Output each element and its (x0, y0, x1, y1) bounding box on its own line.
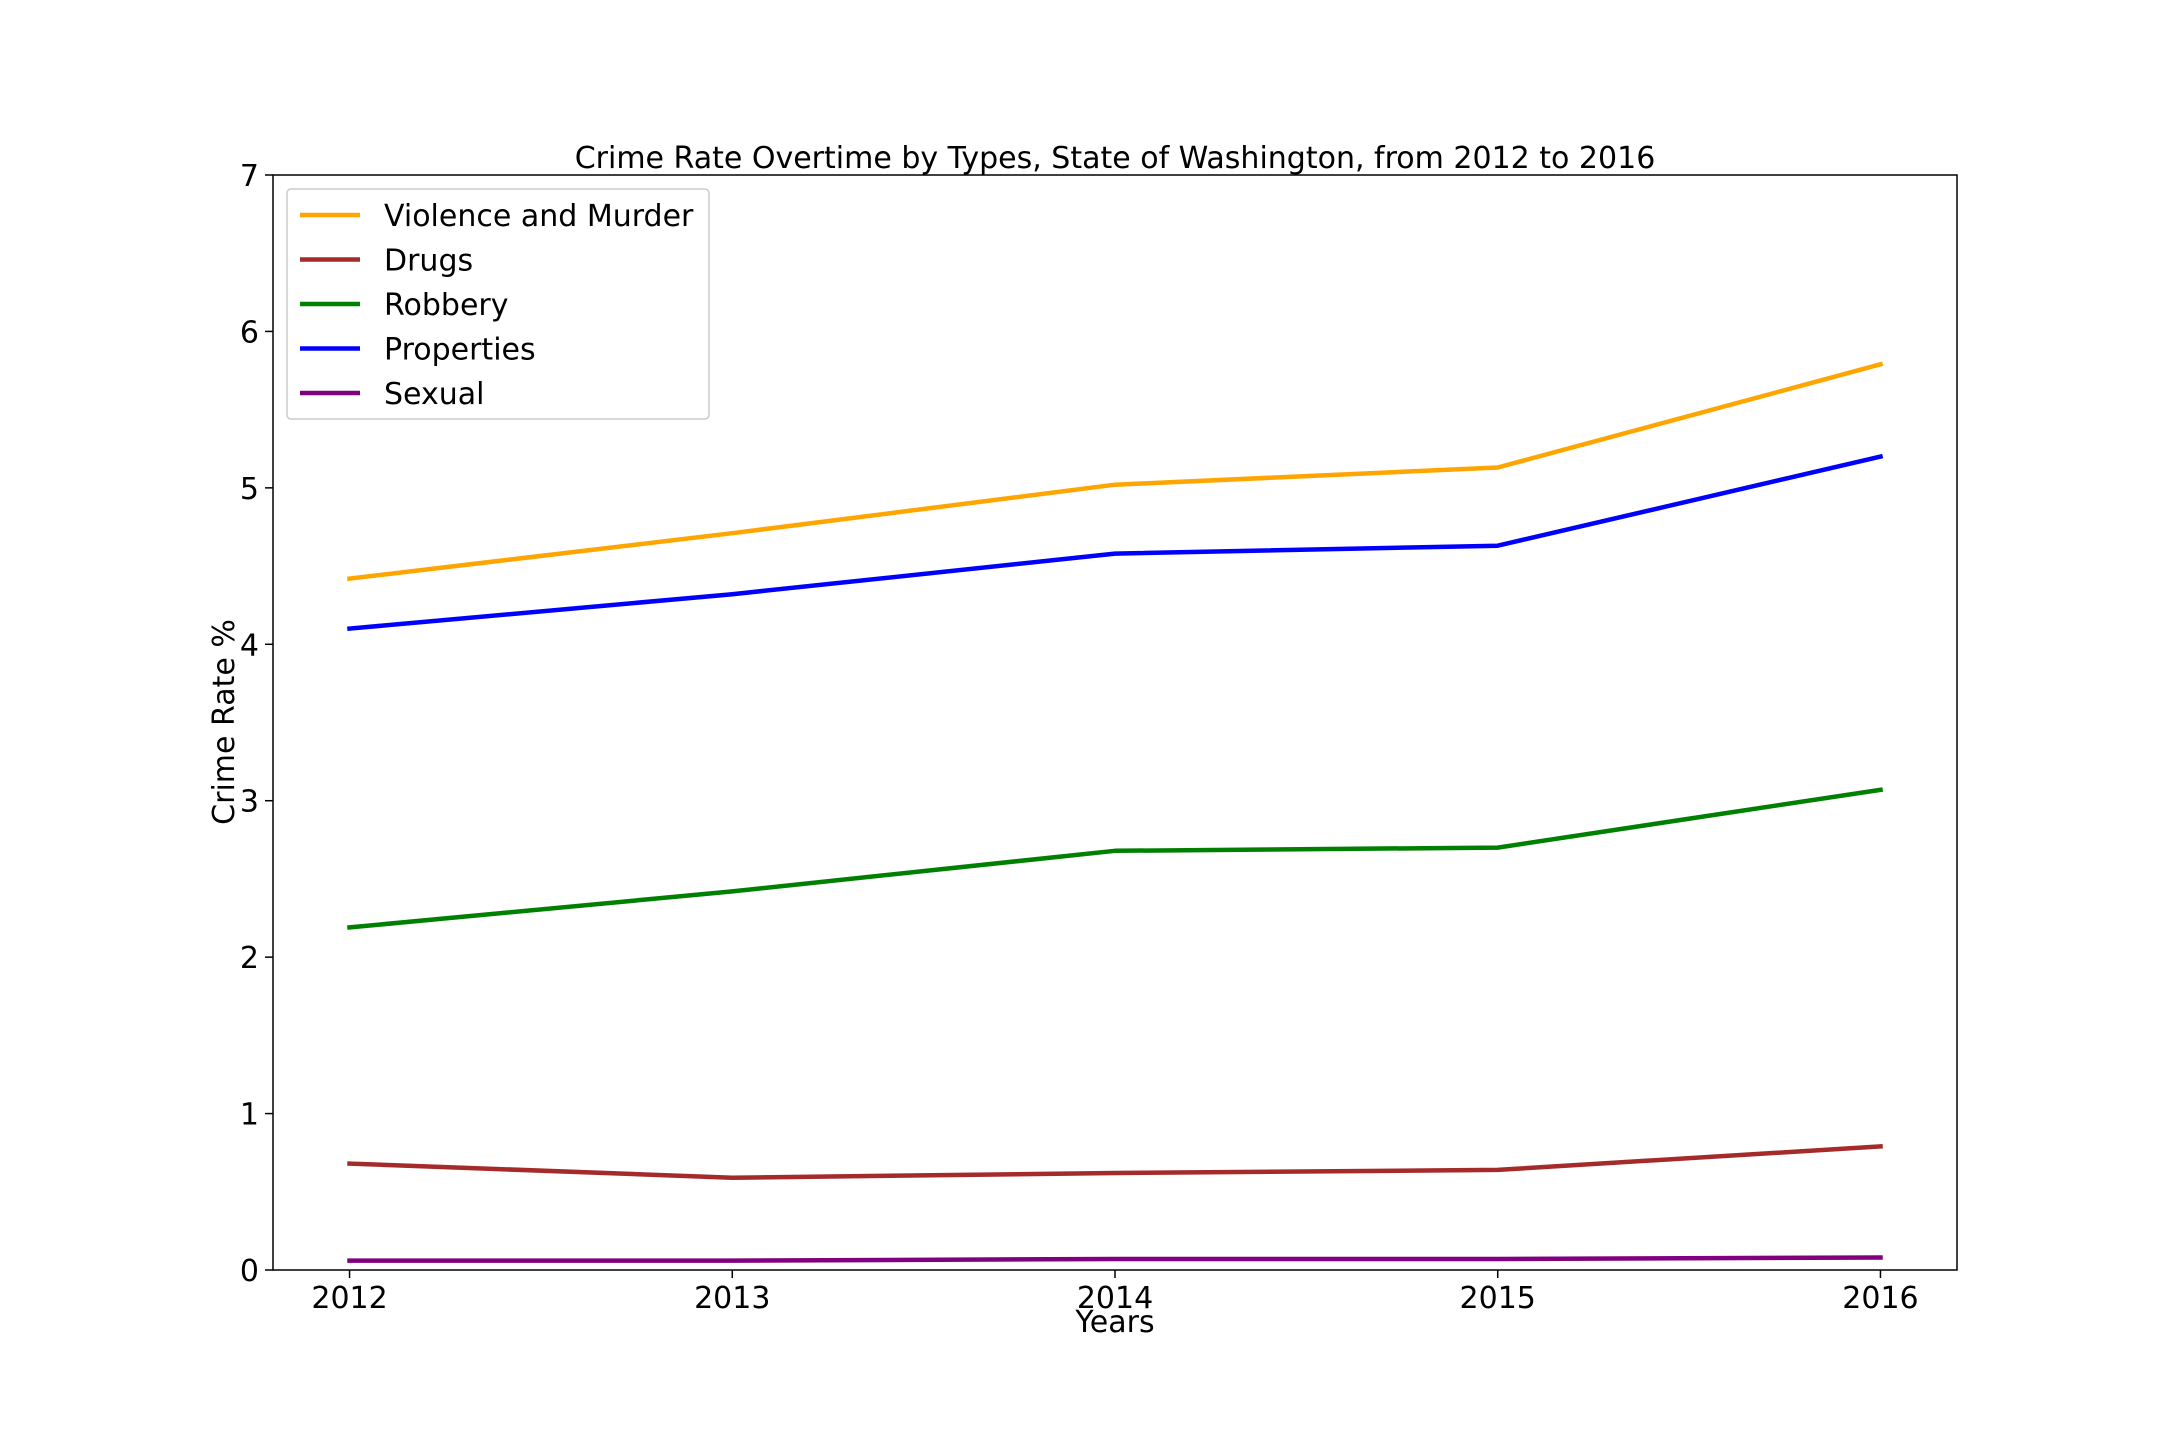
x-tick-label: 2013 (694, 1281, 770, 1316)
y-axis: 0 1 2 3 4 5 6 7 (240, 159, 273, 1289)
legend-label-0: Violence and Murder (384, 199, 694, 234)
series-line-0 (347, 361, 1884, 582)
y-tick-label: 3 (240, 785, 259, 820)
legend-label-1: Drugs (384, 244, 473, 279)
legend-frame (286, 188, 710, 420)
y-tick-label: 4 (240, 628, 259, 663)
chart-title: Crime Rate Overtime by Types, State of W… (575, 141, 1656, 176)
x-axis-title: Years (1074, 1305, 1154, 1340)
series-line-2 (347, 787, 1884, 930)
x-tick-label: 2016 (1842, 1281, 1918, 1316)
y-axis-title: Crime Rate % (207, 619, 242, 825)
y-tick-label: 6 (240, 315, 259, 350)
y-tick-label: 2 (240, 941, 259, 976)
y-tick-label: 1 (240, 1098, 259, 1133)
legend-label-3: Properties (384, 333, 536, 368)
series-layer (347, 361, 1884, 1263)
series-line-4 (347, 1255, 1883, 1263)
x-tick-label: 2015 (1460, 1281, 1536, 1316)
legend: Violence and Murder Drugs Robbery Propertie… (286, 188, 710, 420)
x-tick-label: 2014 (1077, 1281, 1153, 1316)
y-tick-label: 0 (240, 1254, 259, 1289)
x-tick-label: 2012 (311, 1281, 387, 1316)
series-line-1 (347, 1144, 1883, 1180)
x-axis: 2012 2013 2014 2015 2016 (311, 1270, 1919, 1316)
legend-label-4: Sexual (384, 377, 484, 412)
y-tick-label: 5 (240, 472, 259, 507)
y-tick-label: 7 (240, 159, 259, 194)
legend-label-2: Robbery (384, 288, 508, 323)
series-line-3 (347, 453, 1884, 632)
